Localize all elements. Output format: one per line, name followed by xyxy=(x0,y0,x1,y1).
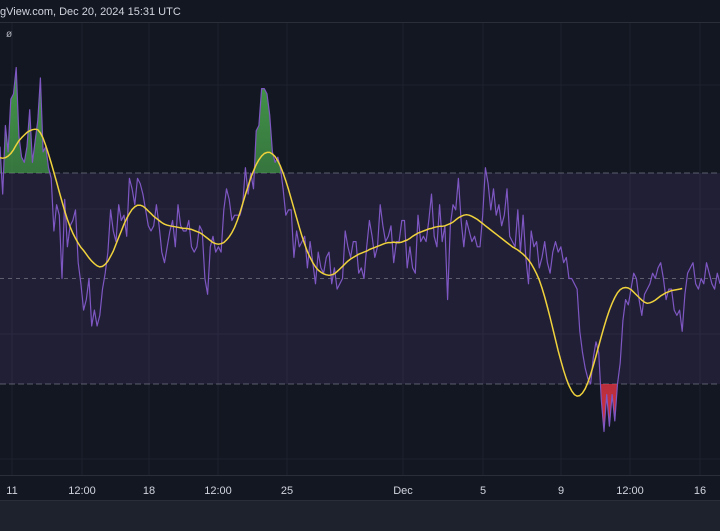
x-tick-label: 16 xyxy=(693,485,707,497)
indicator-pane-label: ø xyxy=(6,29,13,40)
grid-lines xyxy=(0,23,720,475)
top-bar: gView.com, Dec 20, 2024 15:31 UTC xyxy=(0,0,720,23)
x-axis: 11 12:00 18 12:00 25 Dec 5 9 12:00 16 xyxy=(0,475,720,501)
rsi-ma-line xyxy=(0,128,683,397)
bottom-toolbar xyxy=(0,500,720,531)
x-tick-label: 12:00 xyxy=(204,485,232,497)
x-tick-label: 18 xyxy=(142,485,156,497)
x-tick-label: 5 xyxy=(479,485,487,497)
rsi-chart[interactable] xyxy=(0,23,720,475)
chart-attribution: gView.com, Dec 20, 2024 15:31 UTC xyxy=(0,6,181,18)
x-tick-label: 12:00 xyxy=(68,485,96,497)
rsi-bands xyxy=(0,172,720,385)
x-tick-label: 11 xyxy=(6,485,18,497)
x-tick-label: Dec xyxy=(393,485,413,497)
x-tick-label: 12:00 xyxy=(616,485,644,497)
rsi-line xyxy=(0,66,720,433)
x-tick-label: 25 xyxy=(280,485,294,497)
series-lines xyxy=(0,66,720,433)
x-tick-label: 9 xyxy=(557,485,565,497)
